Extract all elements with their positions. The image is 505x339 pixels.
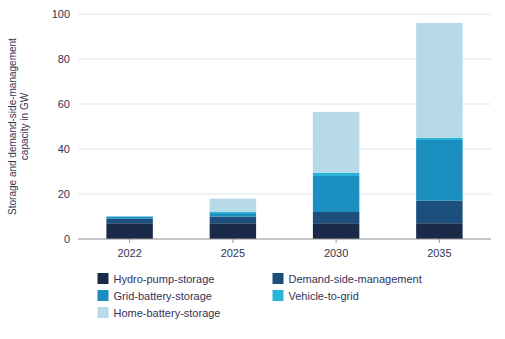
legend-swatch	[98, 290, 109, 301]
legend-swatch	[98, 273, 109, 284]
legend: Hydro-pump-storage Demand-side-management…	[98, 273, 422, 319]
bar-segment	[106, 216, 152, 217]
legend-label: Hydro-pump-storage	[114, 273, 215, 285]
bar-segment	[313, 212, 359, 223]
y-axis-label: Storage and demand-side-managementcapaci…	[7, 38, 30, 215]
bar-segment	[210, 213, 256, 216]
bar-segment	[416, 201, 462, 224]
legend-swatch	[273, 273, 284, 284]
x-tick	[129, 239, 130, 243]
bar-segment	[210, 199, 256, 213]
x-tick-label: 2030	[324, 247, 348, 259]
legend-label: Demand-side-management	[289, 273, 422, 285]
y-tick-label: 40	[58, 143, 70, 155]
bar-segment	[416, 138, 462, 140]
x-tick-label: 2022	[117, 247, 141, 259]
legend-label: Grid-battery-storage	[114, 290, 212, 302]
bar-segment	[313, 223, 359, 239]
bar-segment	[416, 23, 462, 138]
bar-segment	[210, 217, 256, 224]
y-tick-label: 80	[58, 53, 70, 65]
legend-swatch	[273, 290, 284, 301]
chart: 0 20 40 60 80 100 Storage and demand-side-mana…	[0, 0, 505, 339]
legend-label: Home-battery-storage	[114, 307, 221, 319]
x-tick	[232, 239, 233, 243]
bar-segment	[210, 212, 256, 213]
x-tick	[336, 239, 337, 243]
bar-segment	[210, 223, 256, 239]
bar-segment	[313, 112, 359, 173]
x-tick	[439, 239, 440, 243]
bar-segment	[106, 223, 152, 239]
x-tick-label: 2025	[221, 247, 245, 259]
legend-swatch	[98, 307, 109, 318]
legend-label: Vehicle-to-grid	[289, 290, 359, 302]
bar-segment	[313, 176, 359, 212]
bar-segment	[313, 173, 359, 176]
bar-segment	[106, 217, 152, 219]
y-tick-label: 60	[58, 98, 70, 110]
grid-line	[78, 239, 491, 240]
y-tick-label: 0	[64, 233, 70, 245]
bar-segment	[416, 140, 462, 201]
bars	[106, 23, 462, 239]
grid-line	[78, 14, 491, 15]
bar-segment	[106, 216, 152, 217]
x-axis-line	[78, 239, 491, 240]
y-tick-label: 100	[52, 8, 70, 20]
y-tick-label: 20	[58, 188, 70, 200]
bar-segment	[416, 223, 462, 239]
bar-segment	[106, 219, 152, 224]
x-tick-label: 2035	[427, 247, 451, 259]
